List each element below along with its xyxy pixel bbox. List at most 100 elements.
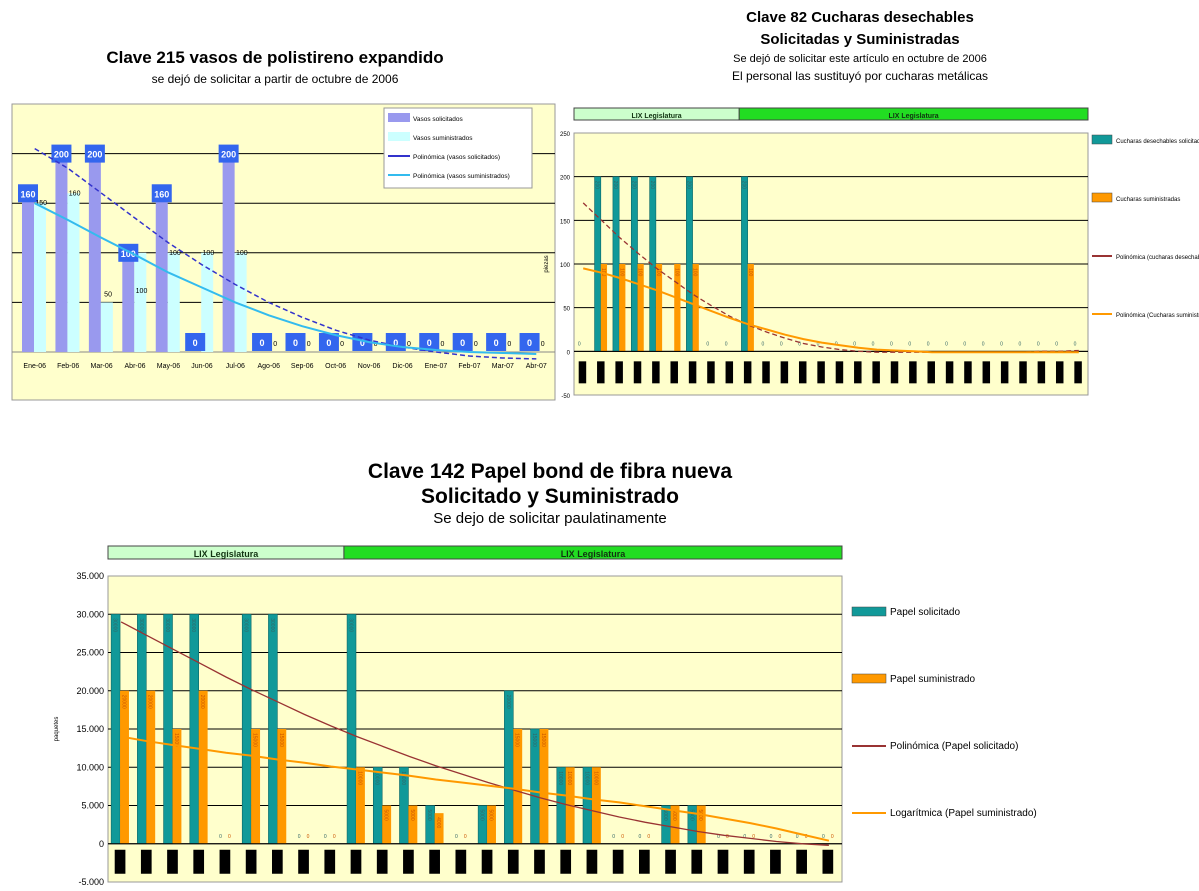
chart3-bar-solicitado: [189, 613, 200, 845]
chart2-tick-label: [1000, 361, 1009, 384]
chart3-tick-label: [481, 849, 493, 874]
chart3-tick-label: [140, 849, 152, 874]
chart1-data-label-suministrados: 150: [35, 200, 47, 207]
chart3-tick-label: [193, 849, 205, 874]
chart1-tick-label: Mar-07: [492, 363, 514, 370]
chart1-bar-suministrados: [167, 252, 180, 352]
chart3-tick-label: [219, 849, 231, 874]
chart2-note-1: Se dejó de solicitar este artículo en oc…: [733, 53, 987, 65]
chart1-data-label-suministrados: 100: [169, 250, 181, 257]
chart1-trendline: [34, 202, 537, 355]
chart2-data-label-solicitado: 0: [817, 341, 820, 347]
chart3-y-axis-label: paquetes: [54, 717, 60, 742]
chart1-label-box: [218, 144, 239, 163]
chart3-bar-suministrado: [591, 767, 601, 844]
chart2-data-label-solicitado: 0: [1055, 341, 1058, 347]
chart3-tick-label: [717, 849, 729, 874]
chart1-label-box: [486, 333, 507, 351]
chart3-bar-solicitado: [346, 613, 357, 845]
chart1-bar-suministrados: [67, 193, 80, 352]
chart3-tick-label: [796, 849, 807, 874]
chart2-bar-suministrado: [747, 264, 754, 352]
chart1-label-box: [252, 333, 273, 351]
chart2-subtitle: Solicitadas y Suministradas: [760, 31, 960, 48]
chart3-band-label: LIX Legislatura: [561, 549, 627, 559]
chart1-data-label-suministrados: 0: [340, 341, 344, 348]
chart3-data-label-suministrado: 0: [228, 834, 231, 840]
chart2-legend-entry: Cucharas desechables solicitadas: [1116, 139, 1199, 145]
chart1-data-label-suministrados: 0: [507, 341, 511, 348]
chart2-band-label: LIX Legislatura: [632, 113, 682, 120]
chart3-bar-suministrado: [251, 729, 261, 844]
chart3-data-label-suministrado: 15000: [514, 733, 520, 747]
chart1-bar-suministrados: [34, 203, 46, 352]
chart3-data-label-solicitado: 30000: [269, 618, 275, 632]
chart3-bar-suministrado: [198, 690, 208, 844]
chart1-legend-entry: Polinómica (vasos suministrados): [413, 173, 510, 180]
chart3-tick-label: [743, 849, 755, 874]
chart2-tick-label: [578, 361, 587, 384]
chart1-legend-entry: Vasos solicitados: [413, 116, 463, 123]
chart1-data-label-suministrados: 0: [440, 341, 444, 348]
chart2-data-label-solicitado: 200: [612, 181, 618, 190]
chart1-data-label-solicitados: 0: [326, 338, 331, 348]
chart2-data-label-solicitado: 0: [853, 341, 856, 347]
chart1-label-box: [51, 144, 72, 163]
chart1-tick-label: Feb-06: [57, 363, 79, 370]
chart1-data-label-suministrados: 0: [541, 341, 545, 348]
chart3-data-label-solicitado: 0: [612, 834, 615, 840]
chart3-data-label-suministrado: 15000: [173, 733, 179, 747]
chart2-bar-solicitado: [612, 176, 620, 352]
chart3-data-label-suministrado: 15000: [278, 733, 284, 747]
chart1-tick-label: Ene-07: [425, 363, 448, 370]
chart1-data-label-suministrados: 0: [474, 341, 478, 348]
chart3-data-label-solicitado: 0: [717, 834, 720, 840]
chart3-data-label-suministrado: 0: [752, 834, 755, 840]
chart1-label-box: [352, 333, 373, 351]
chart1-tick-label: Abr-07: [526, 363, 547, 370]
chart3-tick-label: [770, 849, 781, 874]
chart1-data-label-suministrados: 0: [407, 341, 411, 348]
chart2-data-label-solicitado: 0: [762, 341, 765, 347]
chart3-data-label-suministrado: 10000: [592, 771, 598, 785]
chart2-tick-label: [780, 361, 789, 384]
chart2-bar-solicitado: [594, 176, 602, 352]
chart1-data-label-suministrados: 0: [273, 341, 277, 348]
chart1-bar-solicitados: [22, 193, 34, 352]
chart3-bar-suministrado: [539, 729, 549, 844]
chart3-data-label-suministrado: 15000: [540, 733, 546, 747]
chart1-trendline: [34, 147, 537, 360]
chart1-tick-label: Nov-06: [358, 363, 381, 370]
chart3-y-tick-label: 35.000: [76, 571, 104, 581]
chart2-tick-label: [817, 361, 825, 384]
chart2-tick-label: [762, 361, 770, 384]
chart3-data-label-solicitado: 0: [298, 834, 301, 840]
chart1-bar-solicitados: [122, 252, 135, 352]
chart2-legend-swatch: [1091, 192, 1113, 203]
chart1-label-box: [519, 333, 540, 351]
chart1-label-box: [84, 144, 105, 163]
chart1-bar-solicitados: [222, 153, 235, 352]
chart1-legend-entry: Vasos suministrados: [413, 135, 473, 142]
chart2-bar-suministrado: [637, 264, 644, 352]
chart3-bar-solicitado: [137, 613, 147, 845]
chart3-tick-label: [324, 849, 336, 874]
chart3-data-label-suministrado: 5000: [383, 810, 389, 821]
chart1-tick-label: Ene-06: [23, 363, 46, 370]
chart3-title: Clave 142 Papel bond de fibra nueva: [367, 460, 733, 483]
chart2-data-label-solicitado: 0: [1019, 341, 1022, 347]
chart3-data-label-suministrado: 0: [621, 834, 624, 840]
chart2-bar-suministrado: [655, 264, 663, 352]
chart3-tick-label: [638, 849, 650, 874]
chart1-data-label-suministrados: 0: [374, 341, 378, 348]
chart2-tick-label: [597, 361, 605, 384]
chart1-legend-entry: Polinómica (vasos solicitados): [413, 154, 500, 161]
chart3-data-label-suministrado: 10000: [356, 771, 362, 785]
chart2-data-label-solicitado: 200: [630, 181, 636, 190]
chart3-bar-suministrado: [696, 805, 706, 844]
chart3-data-label-solicitado: 5000: [688, 810, 694, 821]
chart3-y-tick-label: 5.000: [81, 801, 104, 811]
chart3-data-label-solicitado: 15000: [531, 733, 537, 747]
chart3-tick-label: [245, 849, 257, 874]
chart3-data-label-suministrado: 20000: [147, 695, 153, 709]
